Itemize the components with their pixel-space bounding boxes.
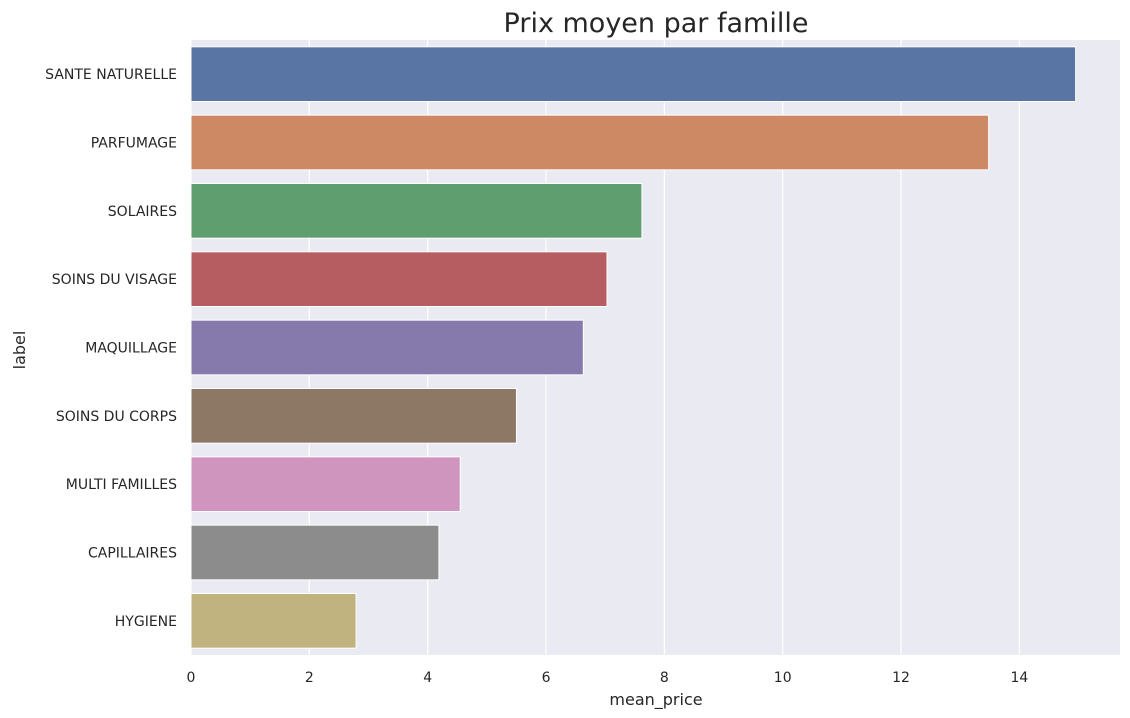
y-tick-label: MAQUILLAGE: [85, 341, 177, 357]
bar: [190, 388, 517, 444]
chart-title: Prix moyen par famille: [504, 8, 809, 39]
x-tick-label: 10: [774, 670, 792, 686]
x-tick-label: 0: [187, 670, 196, 686]
bar: [190, 319, 584, 376]
x-tick-label: 6: [542, 670, 551, 686]
bar: [190, 456, 461, 513]
x-tick-label: 2: [305, 670, 314, 686]
y-tick-label: CAPILLAIRES: [88, 546, 177, 562]
y-tick-label: SOLAIRES: [108, 204, 177, 220]
bar: [190, 251, 608, 307]
x-tick-label: 14: [1010, 670, 1028, 686]
y-tick-label: PARFUMAGE: [91, 136, 177, 152]
bar: [190, 46, 1077, 102]
y-tick-label: MULTI FAMILLES: [66, 477, 177, 493]
y-axis-label: label: [10, 331, 29, 370]
x-tick-label: 12: [892, 670, 910, 686]
y-tick-label: HYGIENE: [115, 614, 177, 630]
bar: [190, 183, 643, 239]
y-tick-label: SANTE NATURELLE: [45, 67, 177, 83]
y-tick-labels: SANTE NATURELLE PARFUMAGE SOLAIRES SOINS DU…: [45, 67, 177, 630]
x-tick-label: 4: [423, 670, 432, 686]
x-tick-labels: 0 2 4 6 8 10 12 14: [187, 670, 1029, 686]
x-axis-label: mean_price: [609, 690, 702, 710]
y-tick-label: SOINS DU CORPS: [56, 409, 177, 425]
x-tick-label: 8: [660, 670, 669, 686]
bar: [190, 524, 440, 581]
y-tick-label: SOINS DU VISAGE: [52, 272, 177, 288]
bars: [190, 46, 1077, 649]
bar: [190, 114, 990, 171]
bar: [190, 593, 357, 649]
